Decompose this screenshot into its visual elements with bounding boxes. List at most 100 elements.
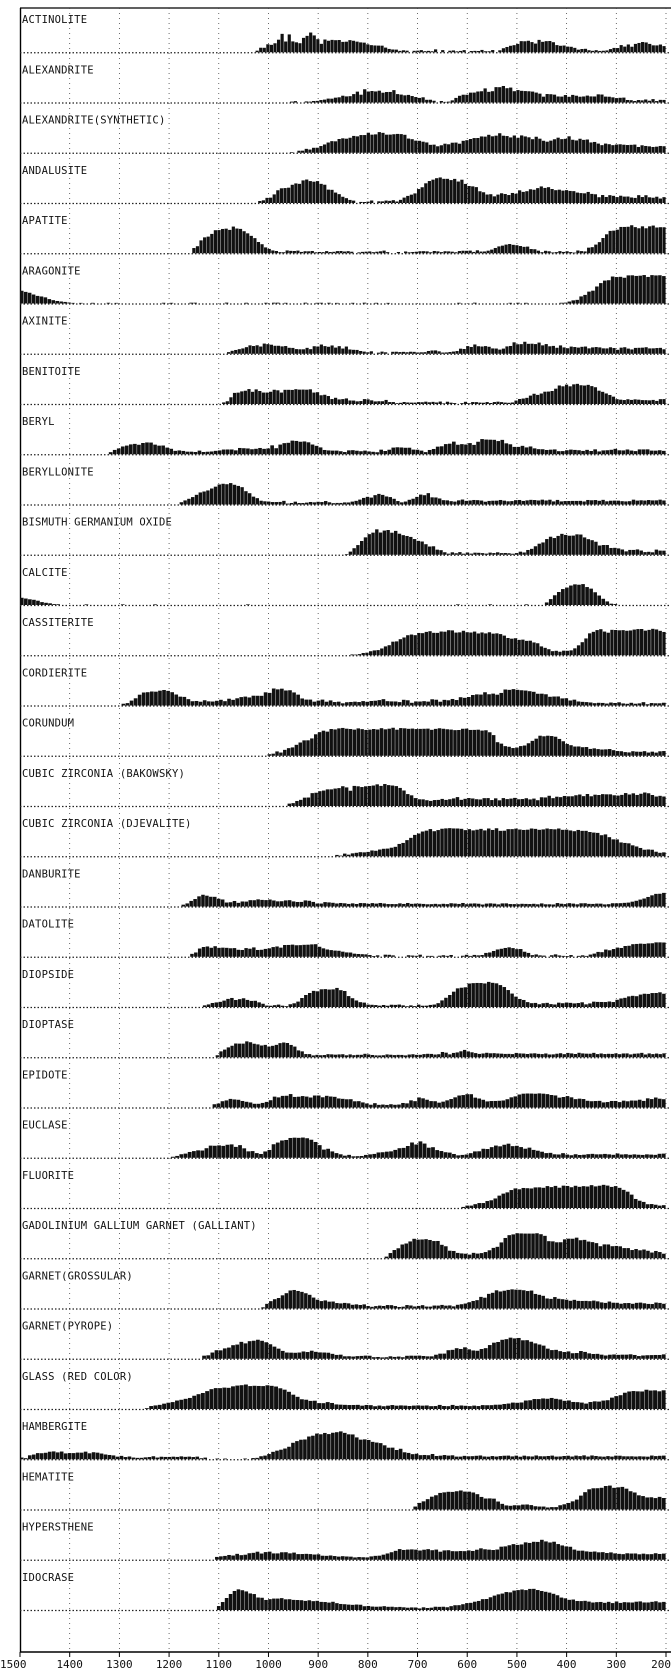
absorption-bar [650,943,654,957]
absorption-bar [133,698,138,706]
absorption-bar [539,393,543,404]
absorption-bar [545,539,549,555]
absorption-bar [194,700,199,706]
absorption-bar [391,200,395,203]
absorption-bar [453,403,457,404]
absorption-bar [407,1405,412,1409]
absorption-bar [394,351,398,354]
absorption-bar [602,1244,607,1259]
absorption-bar [567,301,572,304]
absorption-bar [392,90,396,103]
absorption-bar [213,486,218,505]
absorption-bar [467,1254,472,1259]
absorption-bar [432,632,436,656]
absorption-bar [463,798,467,806]
absorption-bar [413,1355,418,1359]
spectrum-row: CUBIC ZIRCONIA (DJEVALITE) [20,818,671,858]
absorption-bar [564,534,568,555]
absorption-bar [454,632,458,656]
absorption-bar [299,1600,304,1610]
absorption-bar [380,648,384,656]
absorption-bar [638,751,643,756]
absorption-bar [470,1456,475,1460]
absorption-bar [259,500,263,505]
absorption-bar [658,145,662,153]
absorption-bar [460,179,464,203]
absorption-bar [562,1504,567,1510]
absorption-bar [220,899,225,907]
absorption-bar [303,900,308,907]
absorption-bar [416,402,421,404]
absorption-bar [235,1385,240,1409]
mineral-label: CUBIC ZIRCONIA (BAKOWSKY) [22,768,185,780]
absorption-bar [457,95,462,103]
absorption-bar [551,798,555,806]
absorption-bar [292,1096,297,1108]
absorption-bar [627,945,631,957]
absorption-bar [355,1356,360,1359]
absorption-bar [275,751,279,756]
absorption-bar [435,1150,440,1158]
absorption-bar [391,351,395,354]
mineral-label: GARNET(PYROPE) [22,1321,113,1333]
absorption-bar [591,347,595,354]
absorption-bar [487,1250,492,1259]
absorption-bar [427,402,432,404]
absorption-bar [549,140,553,153]
absorption-bar [519,690,524,706]
absorption-bar [430,497,434,505]
absorption-bar [157,1404,162,1409]
absorption-bar [564,190,569,203]
absorption-bar [159,1456,164,1460]
absorption-bar [338,1354,343,1359]
absorption-bar [438,401,442,404]
absorption-bar [536,250,540,254]
absorption-bar [575,904,579,907]
absorption-bar [309,349,313,354]
absorption-bar [264,1342,269,1359]
absorption-bar [575,1402,580,1409]
absorption-bar [633,1198,638,1208]
absorption-bar [502,1455,507,1460]
absorption-bar [512,91,516,103]
absorption-bar [368,1154,372,1158]
absorption-bar [612,47,616,53]
absorption-bar [170,1402,175,1409]
absorption-bar [557,738,562,756]
absorption-bar [190,953,194,957]
absorption-bar [276,345,281,354]
absorption-bar [629,197,634,203]
absorption-bar [486,981,491,1007]
absorption-bar [99,1453,104,1460]
absorption-bar [290,944,295,957]
absorption-bar [425,1356,430,1359]
absorption-bar [455,1252,460,1259]
absorption-bar [637,399,641,404]
absorption-bar [301,180,305,203]
absorption-bar [602,904,607,907]
absorption-bar [533,1187,538,1208]
absorption-bar [448,50,452,53]
absorption-bar [382,903,386,907]
absorption-bar [563,95,568,103]
absorption-bar [438,1492,442,1510]
absorption-bar [617,450,622,455]
absorption-bar [411,449,416,455]
absorption-bar [504,1339,509,1359]
absorption-bar [349,1556,353,1560]
absorption-bar [406,1607,410,1610]
mineral-label: HAMBERGITE [22,1421,87,1433]
absorption-bar [421,1501,426,1510]
absorption-bar [655,146,659,153]
absorption-bar [515,1233,519,1259]
absorption-bar [554,1456,558,1460]
absorption-bar [319,183,323,203]
absorption-bar [362,1606,367,1610]
absorption-bar [498,634,503,656]
absorption-bar [613,604,618,605]
absorption-bar [469,632,473,656]
absorption-bar [343,251,347,254]
absorption-bar [600,94,604,103]
absorption-bar [463,183,468,203]
absorption-bar [463,1253,468,1259]
